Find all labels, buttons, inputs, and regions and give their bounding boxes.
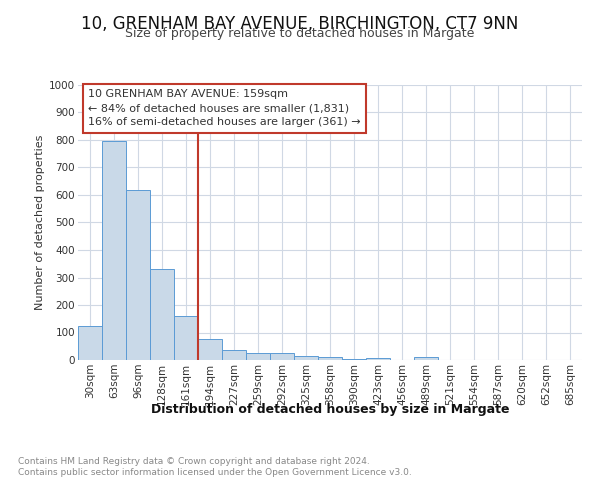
Y-axis label: Number of detached properties: Number of detached properties xyxy=(35,135,45,310)
Bar xyxy=(342,358,366,360)
Bar xyxy=(102,142,126,360)
Text: 10, GRENHAM BAY AVENUE, BIRCHINGTON, CT7 9NN: 10, GRENHAM BAY AVENUE, BIRCHINGTON, CT7… xyxy=(82,15,518,33)
Text: Size of property relative to detached houses in Margate: Size of property relative to detached ho… xyxy=(125,28,475,40)
Bar xyxy=(198,338,222,360)
Text: 10 GRENHAM BAY AVENUE: 159sqm
← 84% of detached houses are smaller (1,831)
16% o: 10 GRENHAM BAY AVENUE: 159sqm ← 84% of d… xyxy=(88,89,361,127)
Bar xyxy=(246,352,270,360)
Bar xyxy=(222,350,246,360)
Text: Contains HM Land Registry data © Crown copyright and database right 2024.
Contai: Contains HM Land Registry data © Crown c… xyxy=(18,458,412,477)
Bar xyxy=(78,326,102,360)
Bar xyxy=(294,356,318,360)
Bar xyxy=(270,353,294,360)
Bar xyxy=(126,190,150,360)
Bar xyxy=(366,358,390,360)
Bar xyxy=(150,269,174,360)
Text: Distribution of detached houses by size in Margate: Distribution of detached houses by size … xyxy=(151,402,509,415)
Bar xyxy=(414,357,438,360)
Bar xyxy=(174,316,198,360)
Bar xyxy=(318,356,342,360)
